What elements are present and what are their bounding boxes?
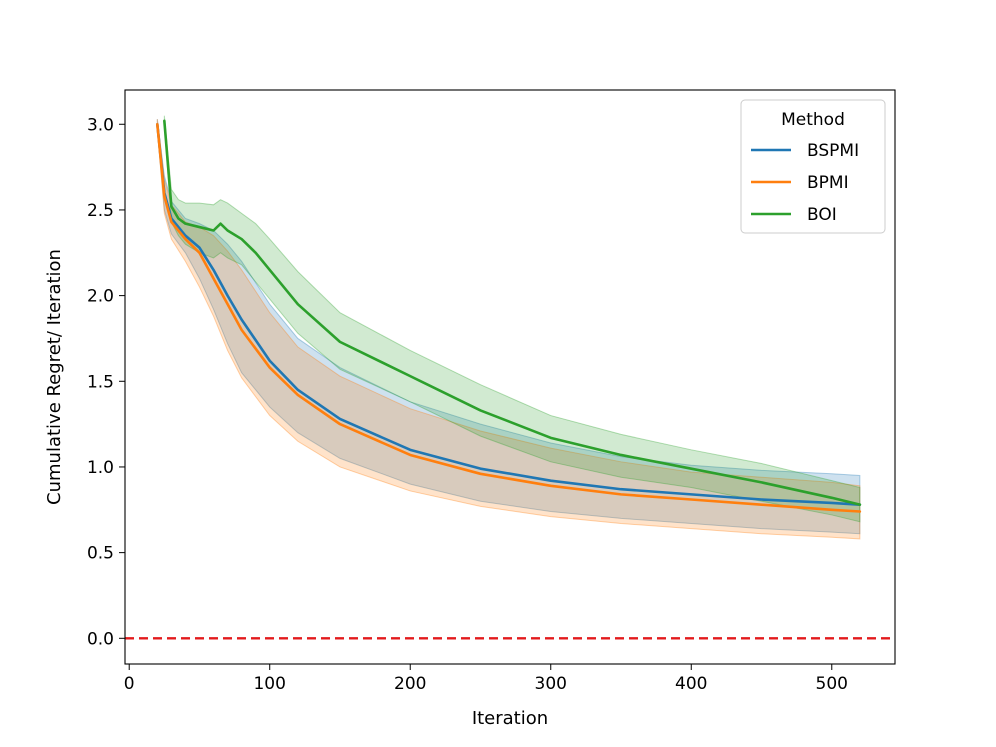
y-tick-label: 1.0 — [87, 458, 114, 478]
legend: Method BSPMI BPMI BOI — [740, 99, 886, 234]
y-tick-label: 2.5 — [87, 201, 114, 221]
band-bpmi — [156, 119, 861, 540]
series-lines — [156, 119, 862, 513]
y-tick-label: 1.5 — [87, 372, 114, 392]
legend-box — [740, 99, 886, 234]
x-tick-label: 0 — [124, 674, 135, 694]
legend-title: Method — [781, 110, 845, 130]
line-bspmi — [156, 122, 862, 506]
x-tick-label: 200 — [394, 674, 426, 694]
x-tick-label: 100 — [253, 674, 285, 694]
y-tick-label: 2.0 — [87, 287, 114, 307]
line-boi — [163, 119, 862, 506]
band-boi — [163, 115, 861, 523]
y-tick-label: 0.0 — [87, 629, 114, 649]
confidence-bands — [156, 115, 861, 540]
y-tick-label: 3.0 — [87, 115, 114, 135]
band-bspmi — [156, 119, 861, 535]
x-tick-label: 400 — [675, 674, 707, 694]
legend-label-boi: BOI — [807, 205, 837, 225]
x-axis: 0 100 200 300 400 500 — [124, 664, 848, 694]
x-tick-label: 300 — [535, 674, 567, 694]
plot-area-frame — [124, 89, 896, 665]
y-axis-label: Cumulative Regret/ Iteration — [44, 249, 65, 505]
legend-label-bpmi: BPMI — [807, 173, 849, 193]
y-axis: 0.0 0.5 1.0 1.5 2.0 2.5 3.0 — [87, 115, 125, 649]
x-tick-label: 500 — [816, 674, 848, 694]
legend-label-bspmi: BSPMI — [807, 141, 859, 161]
x-axis-label: Iteration — [472, 708, 548, 729]
y-tick-label: 0.5 — [87, 544, 114, 564]
line-bpmi — [156, 122, 862, 513]
